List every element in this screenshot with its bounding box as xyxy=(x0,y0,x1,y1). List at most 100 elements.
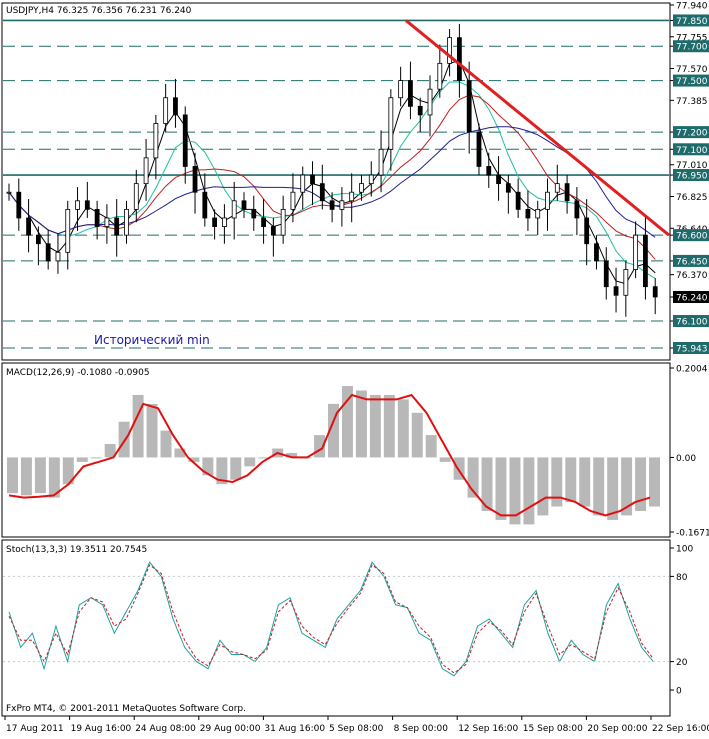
candle-body-6 xyxy=(65,208,71,253)
candle-body-38 xyxy=(378,148,384,176)
macd-signal-path xyxy=(8,393,651,517)
candle-body-48 xyxy=(476,131,482,167)
candle-body-34 xyxy=(339,200,345,210)
candle-body-39 xyxy=(388,97,394,150)
level-tag-18 xyxy=(673,342,709,354)
stoch-tick-label-2: 20 xyxy=(676,658,688,668)
macd-bar-0 xyxy=(7,457,18,494)
candle-body-5 xyxy=(55,251,61,262)
macd-bar-4 xyxy=(62,457,74,485)
candle-body-36 xyxy=(359,183,364,193)
time-tick-label-3: 29 Aug 00:00 xyxy=(200,724,261,734)
macd-bar-15 xyxy=(216,457,228,485)
stoch-tick-label-1: 80 xyxy=(676,573,688,583)
macd-axis: 0.2004 0.00 -0.1671 xyxy=(670,365,709,539)
macd-bar-22 xyxy=(314,435,326,458)
candle-body-13 xyxy=(133,183,139,210)
macd-bar-24 xyxy=(341,386,353,458)
macd-bar-1 xyxy=(20,457,32,496)
macd-bar-18 xyxy=(258,457,270,459)
candle-body-24 xyxy=(241,200,247,210)
level-tag-3 xyxy=(673,40,709,53)
level-tag-13 xyxy=(673,229,709,242)
macd-bar-33 xyxy=(467,457,479,498)
level-tag-label-10: 76.950 xyxy=(676,172,708,182)
candle-body-33 xyxy=(329,200,335,210)
price-tick-label-2: 77.755 xyxy=(676,33,708,43)
macd-bar-6 xyxy=(90,457,102,459)
level-tag-label-5: 77.500 xyxy=(676,77,708,87)
macd-bar-41 xyxy=(579,457,591,507)
candle-body-4 xyxy=(45,243,51,262)
macd-bar-42 xyxy=(593,457,605,516)
price-tick-label-0: 77.940 xyxy=(676,2,708,12)
macd-tick-label-0: 0.2004 xyxy=(676,365,708,375)
macd-bar-36 xyxy=(509,457,521,525)
candle-body-60 xyxy=(594,243,599,262)
candle-body-9 xyxy=(94,208,100,227)
time-tick-label-6: 8 Sep 00:00 xyxy=(394,724,449,734)
level-tag-5 xyxy=(673,74,709,87)
candle-body-3 xyxy=(35,234,41,245)
candle-body-53 xyxy=(525,208,531,219)
macd-bar-25 xyxy=(355,390,367,458)
horizontal-levels xyxy=(3,19,669,349)
time-tick-label-0: 17 Aug 2011 xyxy=(6,724,64,734)
candle-body-66 xyxy=(652,286,658,298)
time-tick-label-7: 12 Sep 16:00 xyxy=(458,724,518,734)
resistance-trendline xyxy=(404,19,670,237)
candle-body-49 xyxy=(486,166,492,176)
macd-histogram xyxy=(7,386,660,525)
macd-bar-7 xyxy=(104,444,116,458)
macd-bar-31 xyxy=(439,457,451,462)
candle-body-18 xyxy=(182,114,188,167)
time-tick-label-4: 31 Aug 16:00 xyxy=(264,724,325,734)
time-tick-label-5: 5 Sep 08:00 xyxy=(329,724,384,734)
candle-body-30 xyxy=(300,174,306,193)
stoch-header: Stoch(13,3,3) 19.3511 20.7545 xyxy=(6,545,147,555)
time-tick-label-8: 15 Sep 08:00 xyxy=(523,724,583,734)
candle-body-58 xyxy=(574,200,580,219)
level-tag-label-18: 75.943 xyxy=(676,345,708,355)
macd-bar-14 xyxy=(202,457,214,476)
current-price-label: 76.240 xyxy=(676,293,708,303)
macd-tick-label-2: -0.1671 xyxy=(676,529,709,539)
macd-bar-27 xyxy=(383,394,395,458)
candle-body-8 xyxy=(84,200,90,210)
main-price-panel[interactable] xyxy=(1,2,671,361)
candle-body-14 xyxy=(143,157,149,185)
candle-body-61 xyxy=(603,260,609,288)
candle-body-65 xyxy=(643,234,648,288)
copyright-label: FxPro MT4, © 2001-2011 MetaQuotes Softwa… xyxy=(6,704,246,714)
candle-body-44 xyxy=(437,62,443,90)
macd-bar-32 xyxy=(453,457,465,480)
level-tag-7 xyxy=(673,126,709,139)
historical-min-label: Исторический min xyxy=(94,333,210,347)
candle-body-63 xyxy=(623,269,629,296)
macd-bar-43 xyxy=(607,457,619,520)
candle-body-55 xyxy=(545,191,550,210)
candle-body-10 xyxy=(104,217,110,227)
candle-body-25 xyxy=(251,208,257,219)
candle-body-42 xyxy=(417,105,423,116)
level-tag-10 xyxy=(673,169,709,182)
stochastic-panel[interactable] xyxy=(1,539,671,717)
price-tick-label-15: 76.370 xyxy=(676,271,708,281)
price-tick-label-4: 77.570 xyxy=(676,65,708,75)
macd-bar-29 xyxy=(411,412,423,458)
candle-body-41 xyxy=(408,80,413,107)
macd-signal-line xyxy=(8,393,651,517)
candle-body-16 xyxy=(163,97,169,124)
candle-body-57 xyxy=(564,183,570,202)
time-tick-label-9: 20 Sep 00:00 xyxy=(587,724,647,734)
candle-body-20 xyxy=(202,191,208,219)
time-axis: 17 Aug 2011 19 Aug 16:00 24 Aug 08:00 29 Au… xyxy=(4,716,709,734)
candle-body-7 xyxy=(75,200,80,210)
macd-bar-34 xyxy=(481,457,493,511)
level-tag-label-3: 77.700 xyxy=(676,43,708,53)
macd-bar-40 xyxy=(565,457,577,503)
candle-body-35 xyxy=(349,191,355,202)
level-tag-8 xyxy=(673,143,709,156)
candle-body-11 xyxy=(114,217,120,236)
level-tag-label-13: 76.600 xyxy=(676,232,708,242)
